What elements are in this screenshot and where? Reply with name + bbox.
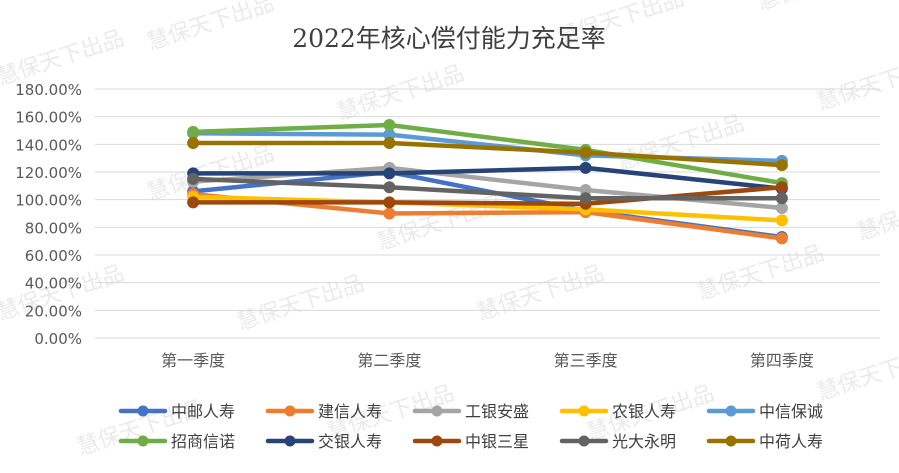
data-point: [775, 232, 788, 245]
y-tick-label: 0.00%: [34, 330, 82, 348]
watermark-text: 慧保天下出品: [234, 271, 367, 336]
series-line: [190, 140, 785, 168]
legend-swatch-marker: [578, 405, 590, 417]
x-tick-label: 第二季度: [357, 351, 421, 370]
data-point: [579, 161, 592, 174]
data-point: [383, 207, 396, 220]
legend-swatch-marker: [137, 435, 149, 447]
legend-label: 中信保诚: [759, 402, 823, 421]
y-tick-label: 80.00%: [25, 219, 82, 237]
legend-swatch-marker: [284, 405, 296, 417]
x-axis: 第一季度 第二季度 第三季度 第四季度: [161, 351, 814, 370]
data-point: [187, 172, 200, 185]
series-line: [190, 122, 785, 186]
data-point: [579, 192, 592, 205]
data-point: [187, 196, 200, 209]
data-point: [775, 181, 788, 194]
watermark-text: 慧保天下出品: [814, 51, 899, 116]
legend-label: 交银人寿: [318, 432, 382, 451]
legend-item: 中邮人寿: [118, 402, 235, 421]
legend-label: 中银三星: [465, 432, 529, 451]
legend-item: 农银人寿: [559, 402, 676, 421]
data-point: [775, 159, 788, 172]
legend-label: 招商信诺: [171, 432, 235, 451]
data-point: [579, 146, 592, 159]
legend-label: 建信人寿: [318, 402, 382, 421]
legend-label: 工银安盛: [465, 402, 529, 421]
series-line: [190, 194, 785, 223]
y-tick-label: 40.00%: [25, 275, 82, 293]
legend-item: 中荷人寿: [706, 432, 823, 451]
data-point: [383, 167, 396, 180]
series-line: [190, 165, 785, 191]
data-point: [775, 214, 788, 227]
data-point: [383, 196, 396, 209]
legend-swatch-marker: [578, 435, 590, 447]
data-point: [383, 118, 396, 131]
legend-item: 中银三星: [412, 432, 529, 451]
legend-item: 建信人寿: [265, 402, 382, 421]
x-tick-label: 第四季度: [750, 351, 814, 370]
legend-swatch-marker: [725, 405, 737, 417]
watermark-text: 慧保天下出品: [334, 61, 467, 126]
legend-item: 中信保诚: [706, 402, 823, 421]
series-中荷人寿: [187, 136, 788, 172]
legend-swatch-marker: [284, 435, 296, 447]
legend-item: 光大永明: [559, 432, 676, 451]
y-tick-label: 120.00%: [15, 164, 82, 182]
watermark-text: 慧保天下出品: [694, 241, 827, 306]
data-point: [383, 181, 396, 194]
legend-swatch-marker: [725, 435, 737, 447]
series-line: [190, 176, 785, 201]
legend-item: 工银安盛: [412, 402, 529, 421]
data-point: [383, 136, 396, 149]
series-line: [190, 184, 785, 207]
data-point: [187, 125, 200, 138]
legend-label: 光大永明: [612, 432, 676, 451]
y-tick-label: 100.00%: [15, 192, 82, 210]
legend-item: 交银人寿: [265, 432, 382, 451]
legend-label: 农银人寿: [612, 402, 676, 421]
watermark-text: 慧保天下出品: [814, 341, 899, 406]
y-tick-label: 180.00%: [15, 81, 82, 99]
chart-title: 2022年核心偿付能力充足率: [292, 24, 606, 53]
watermark-layer: 慧保天下出品慧保天下出品慧保天下出品慧保天下出品慧保天下出品慧保天下出品慧保天下…: [0, 0, 899, 461]
x-tick-label: 第三季度: [554, 351, 618, 370]
legend-label: 中邮人寿: [171, 402, 235, 421]
y-tick-label: 20.00%: [25, 302, 82, 320]
legend-swatch-marker: [431, 435, 443, 447]
watermark-text: 慧保天下出品: [144, 0, 277, 56]
x-tick-label: 第一季度: [161, 351, 225, 370]
legend-item: 招商信诺: [118, 432, 235, 451]
y-tick-label: 160.00%: [15, 109, 82, 127]
legend-label: 中荷人寿: [759, 432, 823, 451]
legend-swatch-marker: [137, 405, 149, 417]
series-光大永明: [187, 172, 788, 205]
series-layer: [187, 118, 788, 245]
y-tick-label: 60.00%: [25, 247, 82, 265]
watermark-text: 慧保天下出品: [474, 261, 607, 326]
legend-swatch-marker: [431, 405, 443, 417]
y-axis: 0.00% 20.00% 40.00% 60.00% 80.00% 100.00% 120.…: [15, 81, 82, 348]
watermark-text: 慧保天下出品: [754, 0, 887, 16]
data-point: [187, 136, 200, 149]
data-point: [775, 192, 788, 205]
watermark-text: 慧保天下出品: [854, 181, 899, 246]
y-tick-label: 140.00%: [15, 136, 82, 154]
